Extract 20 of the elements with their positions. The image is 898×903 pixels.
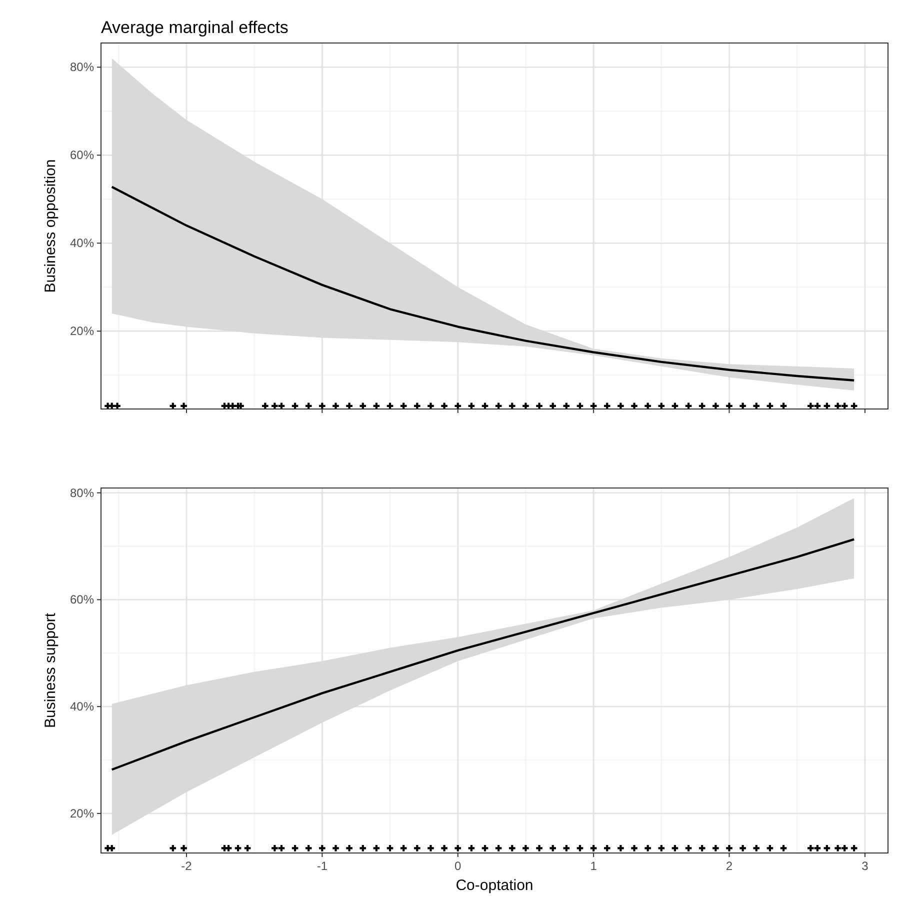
x-tick-label: -2 bbox=[181, 859, 192, 873]
y-tick-label: 40% bbox=[70, 700, 94, 714]
y-tick-label: 40% bbox=[70, 236, 94, 250]
y-tick-label: 60% bbox=[70, 148, 94, 162]
x-tick-label: 3 bbox=[862, 859, 869, 873]
x-tick-label: -1 bbox=[316, 859, 328, 873]
y-tick-label: 60% bbox=[70, 592, 94, 607]
y-axis-title: Business opposition bbox=[42, 159, 59, 293]
chart-title: Average marginal effects bbox=[101, 18, 288, 37]
line-series bbox=[110, 186, 856, 382]
y-tick-label: 80% bbox=[70, 60, 94, 74]
x-tick-label: 1 bbox=[590, 859, 598, 873]
y-axis-title: Business support bbox=[42, 612, 59, 728]
y-tick-label: 80% bbox=[70, 486, 94, 500]
line-series bbox=[110, 538, 856, 771]
x-tick-label: 0 bbox=[454, 859, 462, 873]
x-tick-label: 2 bbox=[726, 859, 733, 873]
y-tick-label: 20% bbox=[70, 806, 94, 820]
x-axis-title: Co-optation bbox=[456, 877, 534, 894]
y-tick-label: 20% bbox=[70, 324, 94, 338]
